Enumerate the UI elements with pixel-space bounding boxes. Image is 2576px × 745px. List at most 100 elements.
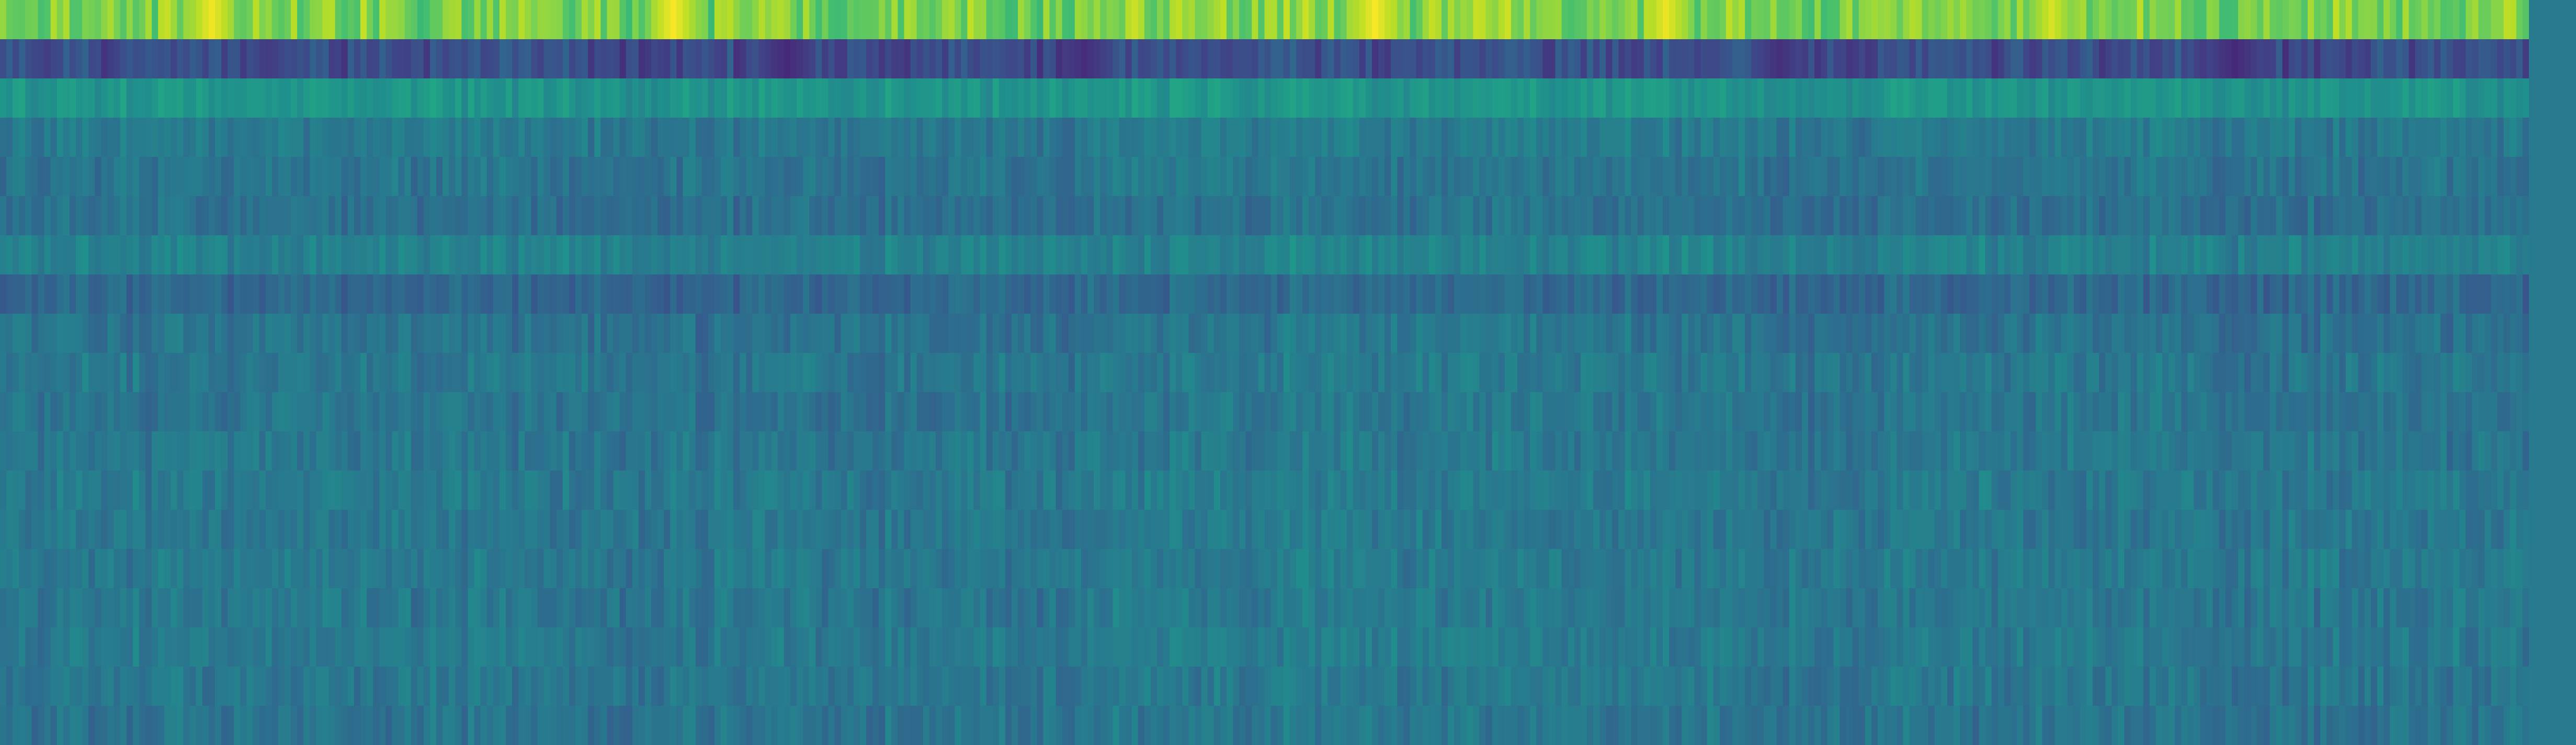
heatmap-cell: [967, 353, 974, 393]
heatmap-cell: [2124, 353, 2131, 393]
heatmap-cell: [291, 39, 298, 79]
heatmap-cell: [1707, 0, 1714, 40]
heatmap-cell: [145, 235, 152, 275]
heatmap-cell: [2105, 0, 2113, 40]
heatmap-cell: [291, 157, 298, 197]
heatmap-cell: [1637, 353, 1644, 393]
heatmap-cell: [76, 392, 83, 432]
heatmap-cell: [2181, 314, 2188, 353]
heatmap-cell: [2269, 392, 2277, 432]
heatmap-cell: [2510, 118, 2517, 157]
heatmap-cell: [2200, 274, 2207, 314]
heatmap-cell: [2105, 235, 2113, 275]
heatmap-cell: [2194, 196, 2201, 236]
heatmap-cell: [1479, 235, 1486, 275]
heatmap-cell: [1144, 196, 1151, 236]
heatmap-cell: [853, 235, 860, 275]
heatmap-cell: [2112, 235, 2119, 275]
heatmap-cell: [183, 196, 190, 236]
heatmap-cell: [341, 314, 348, 353]
heatmap-cell: [208, 39, 215, 79]
heatmap-cell: [1113, 157, 1120, 197]
heatmap-cell: [2453, 196, 2460, 236]
heatmap-cell: [1119, 235, 1126, 275]
heatmap-cell: [1795, 392, 1802, 432]
heatmap-cell: [841, 78, 848, 118]
heatmap-cell: [1871, 39, 1878, 79]
heatmap-cell: [2263, 157, 2271, 197]
heatmap-cell: [69, 118, 76, 157]
heatmap-cell: [1233, 353, 1240, 393]
heatmap-cell: [1454, 196, 1461, 236]
heatmap-cell: [423, 431, 430, 471]
heatmap-cell: [1258, 118, 1265, 157]
heatmap-cell: [2200, 78, 2207, 118]
heatmap-cell: [429, 274, 437, 314]
heatmap-cell: [1289, 392, 1297, 432]
heatmap-cell: [354, 0, 361, 40]
heatmap-cell: [2491, 157, 2498, 197]
heatmap-cell: [872, 471, 879, 510]
heatmap-cell: [1947, 196, 1954, 236]
heatmap-cell: [644, 471, 652, 510]
heatmap-cell: [1252, 196, 1259, 236]
heatmap-cell: [676, 235, 684, 275]
heatmap-cell: [2016, 39, 2024, 79]
heatmap-cell: [1618, 196, 1626, 236]
heatmap-cell: [1795, 157, 1802, 197]
heatmap-cell: [1606, 118, 1613, 157]
heatmap-cell: [328, 392, 336, 432]
heatmap-cell: [594, 471, 602, 510]
heatmap-cell: [797, 196, 803, 236]
heatmap-cell: [689, 314, 696, 353]
heatmap-cell: [214, 431, 222, 471]
heatmap-cell: [2219, 157, 2226, 197]
heatmap-cell: [720, 78, 728, 118]
heatmap-cell: [784, 78, 791, 118]
heatmap-cell: [777, 353, 785, 393]
heatmap-cell: [429, 196, 437, 236]
heatmap-cell: [879, 78, 886, 118]
heatmap-cell: [809, 471, 816, 510]
heatmap-cell: [240, 157, 247, 197]
heatmap-cell: [2282, 39, 2289, 79]
heatmap-cell: [1365, 78, 1372, 118]
heatmap-cell: [1682, 196, 1689, 236]
heatmap-cell: [1270, 353, 1278, 393]
heatmap-cell: [853, 471, 860, 510]
heatmap-cell: [2516, 196, 2523, 236]
heatmap-cell: [1536, 196, 1544, 236]
heatmap-cell: [2396, 353, 2403, 393]
heatmap-cell: [1574, 78, 1581, 118]
heatmap-cell: [1960, 0, 1967, 40]
heatmap-cell: [1037, 314, 1044, 353]
heatmap-cell: [847, 39, 854, 79]
heatmap-cell: [1593, 118, 1600, 157]
heatmap-cell: [2364, 39, 2371, 79]
heatmap-cell: [385, 431, 393, 471]
heatmap-cell: [619, 39, 627, 79]
heatmap-cell: [2459, 274, 2466, 314]
heatmap-cell: [1650, 314, 1657, 353]
heatmap-cell: [1517, 431, 1524, 471]
heatmap-cell: [1106, 157, 1114, 197]
heatmap-cell: [499, 0, 506, 40]
heatmap-cell: [126, 314, 133, 353]
heatmap-cell: [859, 157, 867, 197]
heatmap-cell: [771, 157, 778, 197]
heatmap-cell: [360, 196, 367, 236]
heatmap-cell: [613, 78, 620, 118]
heatmap-cell: [1568, 0, 1575, 40]
heatmap-cell: [1005, 274, 1012, 314]
heatmap-cell: [1947, 157, 1954, 197]
heatmap-cell: [474, 39, 481, 79]
heatmap-cell: [859, 471, 867, 510]
heatmap-cell: [998, 196, 1006, 236]
heatmap-cell: [25, 39, 32, 79]
heatmap-cell: [1580, 392, 1587, 432]
heatmap-cell: [2327, 118, 2334, 157]
heatmap-cell: [2048, 235, 2056, 275]
heatmap-cell: [1448, 157, 1455, 197]
heatmap-cell: [1536, 0, 1544, 40]
heatmap-cell: [1195, 39, 1202, 79]
